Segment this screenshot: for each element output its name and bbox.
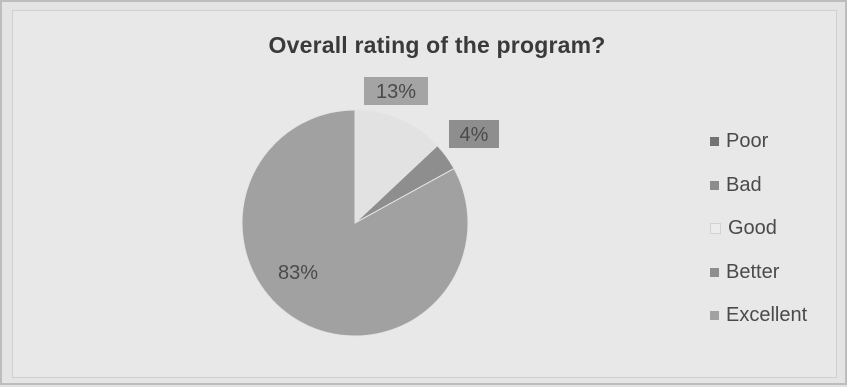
legend-label-good: Good <box>728 217 777 240</box>
data-label-good: 13% <box>376 81 416 103</box>
pie-slice-excellent <box>241 109 469 337</box>
legend-swatch-poor <box>710 137 719 147</box>
data-label-better: 4% <box>460 124 489 146</box>
pie-slice-good <box>354 109 439 225</box>
legend-swatch-good <box>710 223 721 235</box>
legend-label-better: Better <box>726 260 780 283</box>
data-label-excellent: 83% <box>278 262 318 284</box>
legend-label-bad: Bad <box>726 173 762 196</box>
legend-item-excellent: Excellent <box>710 294 807 338</box>
legend-swatch-excellent <box>710 311 719 321</box>
data-label-box-good <box>364 77 428 105</box>
data-label-box-better <box>449 120 499 148</box>
chart-legend: Poor Bad Good Better Excellent <box>710 120 807 338</box>
legend-item-bad: Bad <box>710 164 807 208</box>
legend-item-poor: Poor <box>710 120 807 164</box>
legend-item-good: Good <box>710 207 807 251</box>
legend-item-better: Better <box>710 251 807 295</box>
legend-label-poor: Poor <box>726 130 769 153</box>
chart-title: Overall rating of the program? <box>268 32 606 58</box>
legend-swatch-bad <box>710 180 719 190</box>
legend-label-excellent: Excellent <box>726 304 808 327</box>
legend-swatch-better <box>710 267 719 277</box>
